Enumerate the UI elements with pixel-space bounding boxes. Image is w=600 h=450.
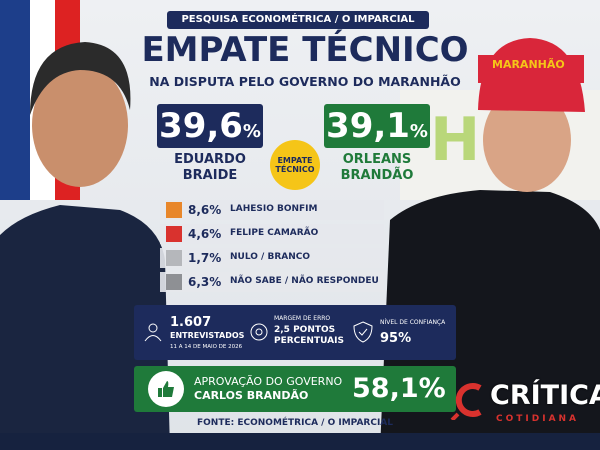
count: 1.607 bbox=[170, 315, 212, 330]
approval-panel: APROVAÇÃO DO GOVERNO CARLOS BRANDÃO 58,1… bbox=[134, 366, 456, 412]
margin-line: PERCENTUAIS bbox=[274, 336, 344, 346]
approval-label: APROVAÇÃO DO GOVERNO bbox=[194, 375, 343, 388]
confidence-value: 95% bbox=[380, 331, 412, 346]
other-value: 4,6% bbox=[188, 227, 222, 241]
other-value: 8,6% bbox=[188, 203, 222, 217]
other-label: NULO / BRANCO bbox=[230, 252, 311, 262]
swatch bbox=[166, 226, 182, 242]
candidate-2-box: 39,1% bbox=[324, 104, 430, 148]
candidate-2-name: ORLEANS BRANDÃO bbox=[324, 152, 430, 184]
other-row: 1,7% NULO / BRANCO bbox=[160, 248, 384, 268]
cap-text: MARANHÃO bbox=[492, 58, 565, 71]
other-value: 1,7% bbox=[188, 251, 222, 265]
logo-mark bbox=[450, 383, 482, 420]
footer-bar bbox=[0, 433, 600, 450]
first-name: ORLEANS bbox=[342, 152, 412, 167]
shield-icon bbox=[353, 321, 373, 343]
last-name: BRANDÃO bbox=[340, 168, 414, 183]
candidate-2-unit: % bbox=[409, 121, 428, 142]
source: FONTE: ECONOMÉTRICA / O IMPARCIAL bbox=[197, 418, 393, 428]
people-icon bbox=[144, 323, 162, 342]
logo-tag: COTIDIANA bbox=[496, 414, 580, 424]
confidence-label: NÍVEL DE CONFIANÇA bbox=[380, 319, 446, 326]
approval-name: CARLOS BRANDÃO bbox=[194, 389, 309, 402]
approval-value: 58,1% bbox=[352, 373, 446, 404]
candidate-1-value: 39,6 bbox=[159, 106, 243, 146]
stats-panel: 1.607 ENTREVISTADOS 11 A 14 DE MAIO DE 2… bbox=[134, 305, 456, 360]
thumb-glyph bbox=[158, 381, 174, 397]
other-value: 6,3% bbox=[188, 275, 222, 289]
other-label: FELIPE CAMARÃO bbox=[230, 228, 319, 238]
subtitle: NA DISPUTA PELO GOVERNO DO MARANHÃO bbox=[149, 74, 461, 89]
tie-badge: EMPATE TÉCNICO bbox=[270, 140, 320, 190]
count-label: ENTREVISTADOS bbox=[170, 331, 245, 340]
swatch bbox=[166, 250, 182, 266]
target-icon bbox=[250, 323, 268, 341]
other-row: 6,3% NÃO SABE / NÃO RESPONDEU bbox=[160, 272, 384, 292]
candidate-1-unit: % bbox=[242, 121, 261, 142]
last-name: BRAIDE bbox=[182, 168, 238, 183]
other-row: 8,6% LAHESIO BONFIM bbox=[160, 200, 384, 220]
swatch bbox=[166, 202, 182, 218]
dates: 11 A 14 DE MAIO DE 2026 bbox=[170, 344, 243, 350]
badge-line: TÉCNICO bbox=[275, 165, 315, 174]
candidate-1-box: 39,6% bbox=[157, 104, 263, 148]
badge-line: EMPATE bbox=[277, 156, 313, 165]
other-row: 4,6% FELIPE CAMARÃO bbox=[160, 224, 384, 244]
other-label: LAHESIO BONFIM bbox=[230, 204, 318, 214]
margin-line: 2,5 PONTOS bbox=[274, 325, 336, 335]
candidate-2-value: 39,1 bbox=[326, 106, 410, 146]
swatch bbox=[166, 274, 182, 290]
first-name: EDUARDO bbox=[174, 152, 246, 167]
logo-name: CRÍTICA bbox=[490, 380, 600, 411]
other-label: NÃO SABE / NÃO RESPONDEU bbox=[230, 276, 379, 286]
title: EMPATE TÉCNICO bbox=[141, 30, 469, 70]
margin-label: MARGEM DE ERRO bbox=[274, 315, 331, 322]
kicker: PESQUISA ECONOMÉTRICA / O IMPARCIAL bbox=[167, 11, 429, 29]
margin-value: 2,5 PONTOS PERCENTUAIS bbox=[274, 325, 344, 347]
candidate-1-name: EDUARDO BRAIDE bbox=[157, 152, 263, 184]
